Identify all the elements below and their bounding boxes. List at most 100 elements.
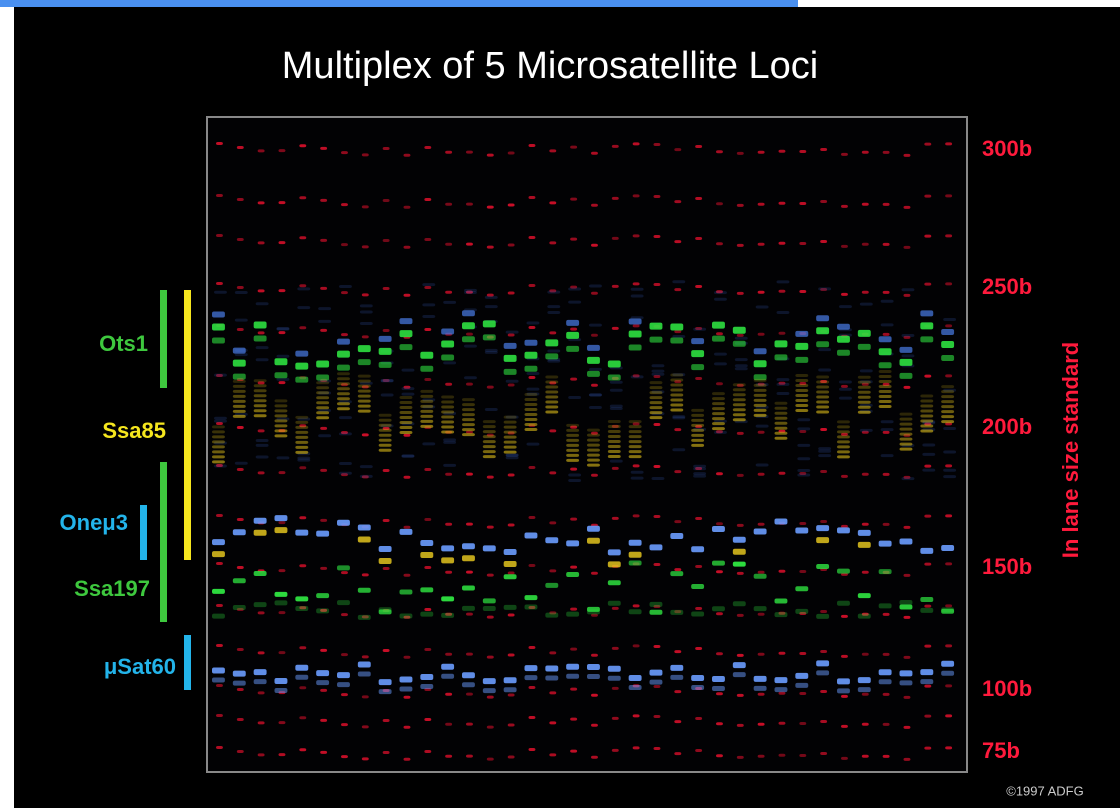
gel-band [316, 680, 329, 685]
gel-band [504, 355, 517, 362]
gel-band [379, 414, 392, 417]
gel-band [587, 444, 600, 447]
gel-band [797, 444, 810, 447]
gel-band [320, 719, 327, 722]
gel-band [529, 144, 536, 147]
gel-band [816, 380, 829, 383]
gel-band [254, 399, 267, 402]
gel-band [591, 152, 598, 155]
gel-band [237, 198, 244, 201]
gel-band [691, 350, 704, 357]
gel-band [608, 375, 621, 381]
gel-band [566, 439, 579, 442]
gel-band [904, 726, 911, 729]
gel-band [568, 301, 581, 304]
gel-band [402, 369, 415, 372]
gel-band [277, 327, 290, 330]
gel-band [650, 406, 663, 409]
gel-band [629, 450, 642, 453]
gel-band [279, 753, 286, 756]
gel-band [608, 430, 621, 433]
gel-band [591, 384, 598, 387]
gel-band [316, 396, 329, 399]
gel-band [712, 407, 725, 410]
gel-band [841, 475, 848, 478]
gel-band [816, 405, 829, 408]
gel-band [358, 405, 371, 408]
gel-band [487, 386, 494, 389]
gel-band [674, 330, 681, 333]
gel-band [900, 539, 913, 545]
gel-band [654, 515, 661, 518]
gel-band [587, 454, 600, 457]
gel-band [233, 360, 246, 367]
gel-band [799, 692, 806, 695]
gel-band [756, 464, 769, 467]
gel-band [816, 410, 829, 413]
gel-band [797, 474, 810, 477]
gel-band [525, 423, 538, 426]
gel-band [920, 336, 933, 342]
gel-band [212, 460, 225, 463]
gel-band [608, 445, 621, 448]
gel-band [379, 419, 392, 422]
gel-band [275, 678, 288, 684]
gel-band [841, 293, 848, 296]
gel-band [400, 318, 413, 324]
gel-band [358, 385, 371, 388]
gel-band [758, 151, 765, 154]
gel-band [443, 301, 456, 304]
gel-band [295, 426, 308, 429]
gel-band [233, 671, 246, 677]
gel-band [568, 396, 581, 399]
gel-band [279, 471, 286, 474]
gel-band [295, 351, 308, 357]
gel-band [670, 379, 683, 382]
gel-band [712, 397, 725, 400]
gel-band [858, 376, 871, 379]
gel-band [945, 644, 952, 647]
gel-band [360, 465, 373, 468]
gel-band [362, 293, 369, 296]
gel-band [212, 589, 225, 594]
gel-band [466, 571, 473, 574]
gel-band [695, 145, 702, 148]
gel-band [212, 430, 225, 433]
gel-band [900, 433, 913, 436]
gel-band [612, 647, 619, 650]
gel-band [483, 450, 496, 453]
gel-band [277, 456, 290, 459]
gel-band [316, 670, 329, 676]
gel-band [404, 294, 411, 297]
gel-band [610, 381, 623, 384]
gel-band [233, 605, 246, 610]
gel-band [795, 384, 808, 387]
gel-band [237, 328, 244, 331]
gel-band [529, 686, 536, 689]
gel-band [400, 421, 413, 424]
size-marker: 75b [982, 738, 1020, 763]
gel-band [691, 429, 704, 432]
gel-band [233, 400, 246, 403]
gel-band [341, 653, 348, 656]
gel-band [508, 244, 515, 247]
gel-band [258, 429, 265, 432]
gel-band [883, 693, 890, 696]
gel-band [299, 466, 306, 469]
gel-band [337, 565, 350, 570]
gel-band [754, 676, 767, 682]
gel-band [758, 693, 765, 696]
gel-band [691, 414, 704, 417]
gel-band [320, 147, 327, 150]
gel-band [879, 679, 892, 684]
gel-band [941, 410, 954, 413]
gel-band [612, 197, 619, 200]
gel-band [672, 415, 685, 418]
gel-band [629, 609, 642, 614]
gel-band [818, 287, 831, 290]
gel-band [568, 473, 581, 476]
gel-band [506, 331, 519, 334]
gel-band [820, 428, 827, 431]
gel-band [258, 471, 265, 474]
gel-band [525, 418, 538, 421]
